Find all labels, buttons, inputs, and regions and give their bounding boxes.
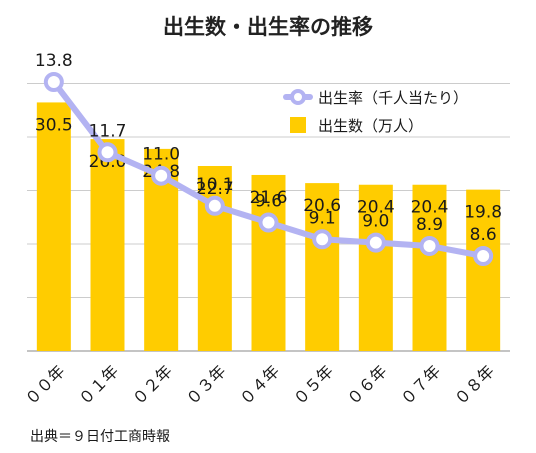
x-axis-tick-labels: ００年 ０１年 ０２年 ０３年 ０４年 ０５年 ０６年 ０７年 ０８年 (21, 361, 498, 408)
bar (358, 184, 393, 351)
x-tick-label: ０８年 (451, 361, 498, 408)
legend: 出生率（千人当たり） 出生数（万人） (283, 89, 468, 135)
bar-data-label: 19.8 (464, 203, 502, 223)
bar (251, 174, 286, 351)
line-point (365, 232, 386, 253)
bar (412, 184, 447, 351)
legend-line-label: 出生率（千人当たり） (318, 89, 468, 107)
line-data-label: 9.6 (255, 192, 282, 212)
x-tick-label: ０１年 (75, 361, 122, 408)
bar-data-label: 22.7 (196, 179, 234, 199)
line-point (312, 229, 333, 250)
bar-data-label: 30.5 (35, 115, 73, 135)
line-data-label: 9.1 (309, 208, 336, 228)
line-data-label: 10.1 (196, 175, 234, 195)
line-data-label: 13.8 (35, 51, 73, 71)
x-tick-label: ００年 (21, 361, 68, 408)
line-data-label: 8.9 (416, 215, 443, 235)
bar-data-label: 21.6 (250, 188, 288, 208)
chart-title: 出生数・出生率の推移 (163, 15, 373, 39)
line-point (97, 142, 118, 163)
line-series: 13.8 11.7 11.0 10.1 9.6 9.1 9.0 8.9 8.6 (35, 51, 497, 266)
line-point (151, 165, 172, 186)
bar-data-label: 20.4 (411, 198, 449, 218)
legend-bar-label: 出生数（万人） (318, 117, 423, 135)
x-tick-label: ０６年 (343, 361, 390, 408)
line-point (473, 246, 494, 266)
legend-bar-swatch (290, 117, 306, 133)
x-tick-label: ０４年 (236, 361, 283, 408)
line-point (419, 235, 440, 256)
bar-data-label: 20.6 (303, 196, 341, 216)
x-tick-label: ０２年 (129, 361, 176, 408)
source-note: 出典＝９日付工商時報 (30, 429, 170, 445)
bar (36, 102, 71, 351)
line-point (43, 72, 64, 92)
bar-data-label: 20.4 (357, 198, 395, 218)
line-data-label: 8.6 (470, 225, 497, 245)
legend-line-marker (290, 89, 306, 105)
bar (466, 189, 501, 351)
line-point (258, 212, 279, 233)
bar (305, 183, 340, 351)
bar (90, 139, 125, 351)
line-data-label: 11.7 (89, 121, 127, 141)
line-data-label: 9.0 (362, 212, 389, 232)
x-tick-label: ０５年 (290, 361, 337, 408)
x-tick-label: ０７年 (397, 361, 444, 408)
line-point (204, 195, 225, 216)
x-tick-label: ０３年 (182, 361, 229, 408)
line-data-label: 11.0 (142, 145, 180, 165)
